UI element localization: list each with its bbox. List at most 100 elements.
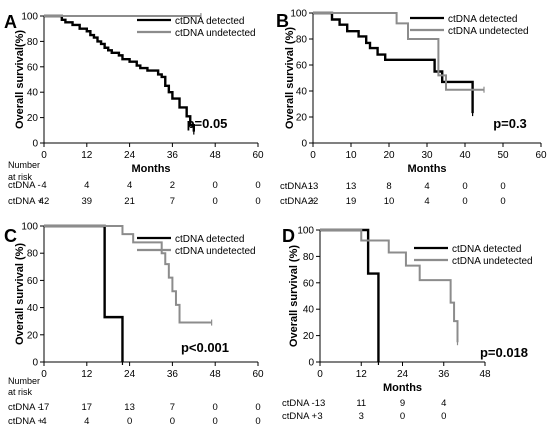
risk-value: 0 (462, 181, 467, 192)
risk-value: 4 (84, 416, 89, 427)
x-tick-label: 12 (81, 369, 93, 380)
risk-value: 0 (441, 411, 446, 422)
risk-value: 4 (41, 180, 46, 191)
y-tick-label: 80 (27, 37, 39, 48)
risk-value: 13 (315, 398, 326, 409)
y-tick-label: 40 (27, 88, 39, 99)
series-line-detected (313, 11, 474, 114)
x-axis-label: Months (407, 163, 446, 175)
risk-value: 13 (346, 181, 357, 192)
risk-row-label: ctDNA + (280, 196, 316, 207)
series-line-detected (320, 228, 380, 362)
y-tick-label: 80 (296, 35, 308, 46)
risk-value: 17 (82, 402, 93, 413)
risk-value: 7 (170, 196, 175, 207)
risk-value: 8 (386, 181, 391, 192)
y-tick-label: 60 (27, 62, 39, 73)
y-tick-label: 0 (32, 139, 38, 150)
y-tick-label: 100 (297, 226, 314, 237)
x-tick-label: 36 (167, 150, 179, 161)
x-tick-label: 60 (535, 150, 547, 161)
risk-table-header: at risk (8, 387, 33, 397)
risk-value: 0 (255, 416, 260, 427)
legend-label: ctDNA detected (452, 244, 521, 255)
x-tick-label: 0 (41, 150, 47, 161)
x-tick-label: 48 (210, 150, 222, 161)
y-axis-label: Overall survival (%) (14, 243, 26, 345)
y-tick-label: 20 (27, 330, 39, 341)
panel-letter: B (276, 11, 289, 31)
x-tick-label: 48 (479, 369, 491, 380)
risk-row-label: ctDNA + (8, 416, 44, 427)
y-tick-label: 20 (303, 331, 315, 342)
risk-value: 4 (41, 416, 46, 427)
x-axis-label: Months (383, 382, 422, 394)
risk-row-label: ctDNA - (280, 181, 313, 192)
risk-value: 4 (424, 196, 429, 207)
x-tick-label: 24 (124, 150, 136, 161)
y-tick-label: 60 (303, 278, 315, 289)
risk-value: 21 (124, 196, 135, 207)
risk-value: 4 (441, 398, 446, 409)
risk-value: 39 (82, 196, 93, 207)
risk-value: 2 (170, 180, 175, 191)
x-tick-label: 50 (497, 150, 509, 161)
risk-row-label: ctDNA + (8, 196, 44, 207)
risk-value: 0 (500, 196, 505, 207)
x-tick-label: 60 (252, 150, 264, 161)
x-axis-label: Months (131, 163, 170, 175)
risk-value: 0 (462, 196, 467, 207)
risk-value: 7 (170, 402, 175, 413)
p-value: p=0.3 (493, 116, 527, 131)
x-tick-label: 48 (210, 369, 222, 380)
x-tick-label: 0 (310, 150, 316, 161)
y-tick-label: 80 (303, 252, 315, 263)
risk-row-label: ctDNA - (8, 402, 41, 413)
risk-value: 0 (170, 416, 175, 427)
panel-letter: D (282, 226, 295, 246)
p-value: p<0.001 (181, 340, 229, 355)
panel-letter: A (4, 12, 17, 32)
series-line-detected (44, 14, 195, 132)
x-tick-label: 0 (41, 369, 47, 380)
legend-label: ctDNA detected (175, 16, 244, 27)
y-tick-label: 40 (303, 305, 315, 316)
y-axis-label: Overall survival(%) (14, 30, 26, 129)
risk-table-header: at risk (8, 172, 33, 182)
x-tick-label: 0 (317, 369, 323, 380)
legend-label: ctDNA detected (448, 14, 517, 25)
risk-row-label: ctDNA - (282, 398, 315, 409)
x-tick-label: 24 (124, 369, 136, 380)
y-tick-label: 20 (27, 113, 39, 124)
y-tick-label: 100 (21, 12, 38, 23)
x-tick-label: 12 (81, 150, 93, 161)
legend-label: ctDNA undetected (448, 26, 529, 37)
risk-table-header: Number (8, 376, 40, 386)
risk-value: 17 (39, 402, 50, 413)
risk-value: 3 (317, 411, 322, 422)
risk-value: 0 (500, 181, 505, 192)
x-tick-label: 36 (167, 369, 179, 380)
x-tick-label: 20 (383, 150, 395, 161)
risk-value: 0 (213, 196, 218, 207)
x-tick-label: 40 (459, 150, 471, 161)
p-value: p=0.05 (187, 116, 228, 131)
risk-value: 42 (39, 196, 50, 207)
risk-value: 4 (127, 180, 132, 191)
risk-value: 0 (255, 402, 260, 413)
legend-label: ctDNA undetected (175, 28, 256, 39)
x-tick-label: 24 (397, 369, 409, 380)
risk-value: 0 (400, 411, 405, 422)
risk-value: 3 (359, 411, 364, 422)
risk-value: 13 (308, 181, 319, 192)
series-line-undetected (320, 229, 459, 343)
y-tick-label: 0 (301, 139, 307, 150)
legend-label: ctDNA undetected (175, 246, 256, 257)
x-tick-label: 10 (345, 150, 357, 161)
panel-letter: C (4, 226, 17, 246)
x-tick-label: 36 (438, 369, 450, 380)
